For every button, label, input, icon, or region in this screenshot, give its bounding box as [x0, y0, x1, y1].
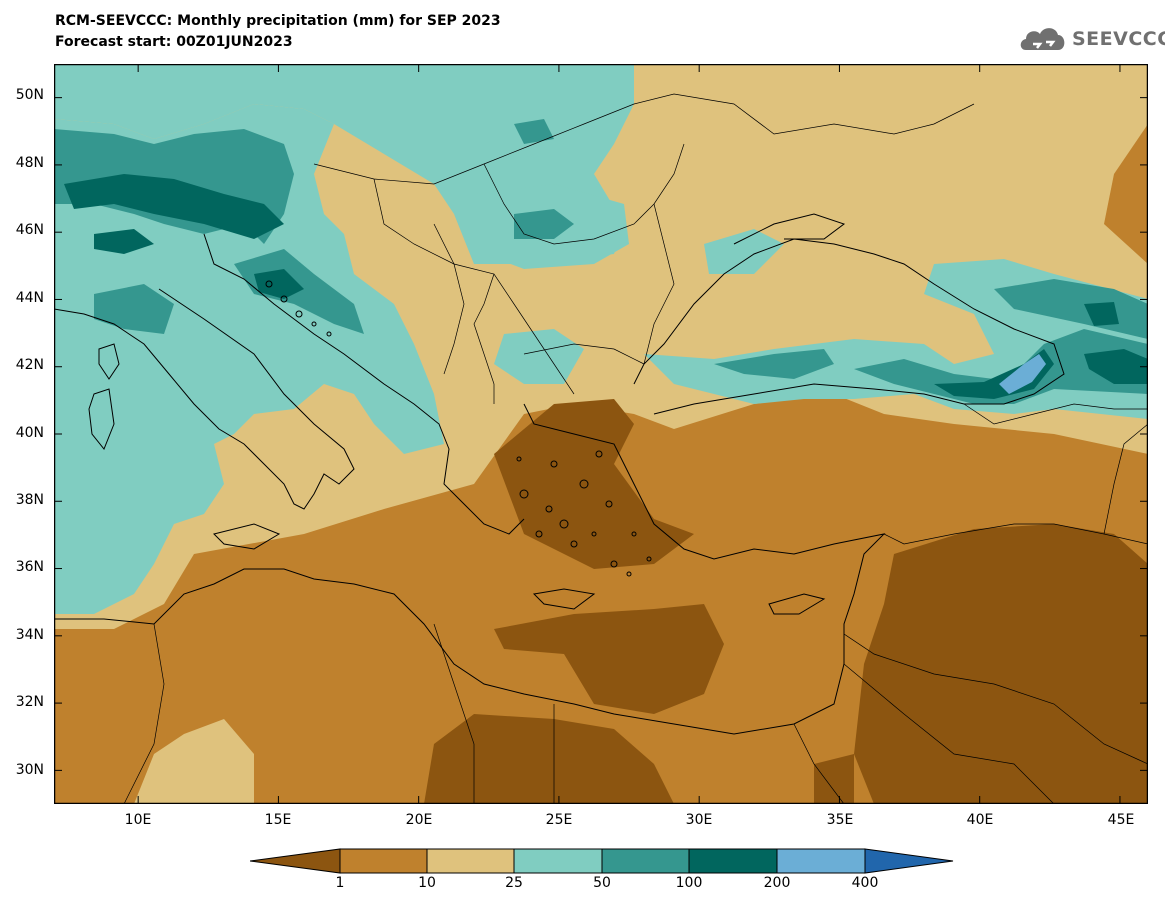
colorbar-label-200: 200: [763, 875, 791, 891]
field-below-1-aegean: [494, 399, 694, 569]
lon-label-35e: 35E: [826, 812, 854, 828]
colorbar-100-200: [688, 848, 778, 874]
forecast-start-label: Forecast start: 00Z01JUN2023: [55, 34, 293, 50]
lat-label-40n: 40N: [15, 425, 44, 441]
lon-label-20e: 20E: [405, 812, 433, 828]
field-100-200: [64, 174, 284, 239]
lat-label-48n: 48N: [15, 155, 44, 171]
coastlines: [54, 213, 1065, 735]
lon-label-10e: 10E: [124, 812, 152, 828]
colorbar-1-10: [339, 848, 428, 874]
lat-label-34n: 34N: [15, 627, 44, 643]
borders: [123, 93, 1148, 804]
lon-label-30e: 30E: [685, 812, 713, 828]
lat-label-36n: 36N: [15, 559, 44, 575]
colorbar-above-400: [864, 848, 954, 874]
cloud-icon: [1020, 28, 1065, 50]
lon-label-40e: 40E: [966, 812, 994, 828]
precipitation-map: [54, 64, 1148, 804]
colorbar-label-50: 50: [593, 875, 611, 891]
seevccc-logo: SEEVCCC: [1018, 22, 1165, 56]
field-below-1-mediterranean: [494, 604, 724, 714]
field-25-50-west: [54, 104, 444, 614]
colorbar-50-100: [601, 848, 690, 874]
logo-text: SEEVCCC: [1072, 28, 1165, 50]
colorbar-200-400: [776, 848, 866, 874]
aegean-islands: [516, 450, 652, 577]
colorbar-below-1: [250, 848, 341, 874]
lat-label-42n: 42N: [15, 357, 44, 373]
colorbar-label-25: 25: [505, 875, 523, 891]
lat-label-50n: 50N: [15, 87, 44, 103]
lon-label-25e: 25E: [545, 812, 573, 828]
map-title: RCM-SEEVCCC: Monthly precipitation (mm) …: [55, 13, 501, 29]
lat-label-32n: 32N: [15, 694, 44, 710]
lat-label-44n: 44N: [15, 290, 44, 306]
lat-label-30n: 30N: [15, 762, 44, 778]
colorbar-10-25: [426, 848, 515, 874]
lat-label-46n: 46N: [15, 222, 44, 238]
colorbar-label-1: 1: [335, 875, 345, 891]
lon-label-15e: 15E: [264, 812, 292, 828]
colorbar-25-50: [513, 848, 603, 874]
colorbar-label-10: 10: [418, 875, 436, 891]
field-below-1-levant: [854, 524, 1148, 804]
lat-label-38n: 38N: [15, 492, 44, 508]
field-200-400: [999, 354, 1046, 394]
colorbar: [250, 848, 954, 874]
colorbar-label-400: 400: [851, 875, 879, 891]
colorbar-label-100: 100: [675, 875, 703, 891]
lon-label-45e: 45E: [1107, 812, 1135, 828]
